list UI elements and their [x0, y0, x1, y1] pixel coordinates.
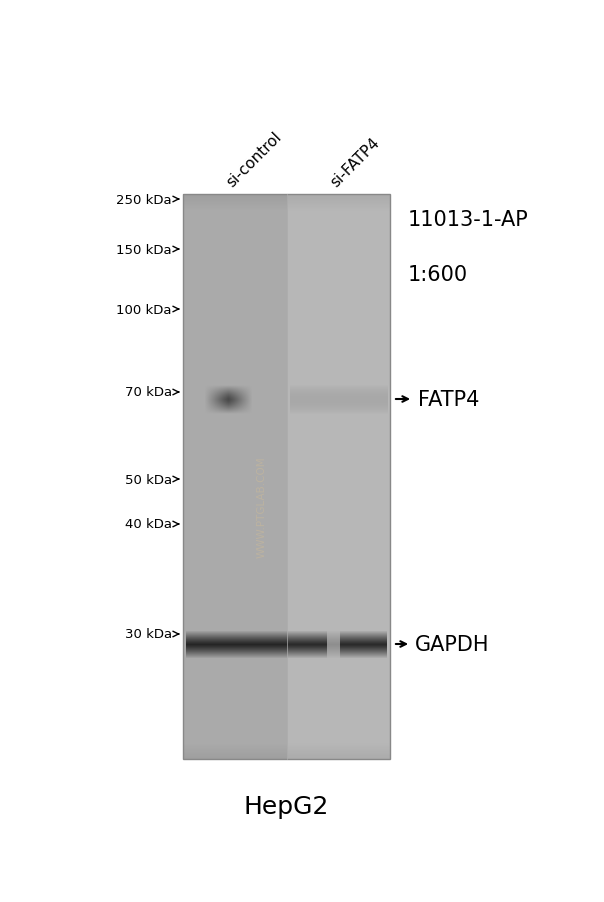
- Text: WWW.PTGLAB.COM: WWW.PTGLAB.COM: [257, 456, 266, 557]
- Text: 150 kDa: 150 kDa: [117, 244, 172, 256]
- Text: 50 kDa: 50 kDa: [125, 473, 172, 486]
- Text: FATP4: FATP4: [418, 390, 480, 410]
- Text: 1:600: 1:600: [408, 264, 468, 285]
- Text: 100 kDa: 100 kDa: [117, 303, 172, 316]
- Text: 11013-1-AP: 11013-1-AP: [408, 210, 528, 230]
- Text: si-FATP4: si-FATP4: [327, 135, 382, 189]
- Text: HepG2: HepG2: [244, 794, 329, 818]
- Text: 30 kDa: 30 kDa: [125, 628, 172, 640]
- Bar: [183, 195, 390, 759]
- Text: 40 kDa: 40 kDa: [125, 518, 172, 531]
- Text: GAPDH: GAPDH: [415, 634, 489, 654]
- Text: 250 kDa: 250 kDa: [117, 193, 172, 207]
- Text: si-control: si-control: [224, 129, 285, 189]
- Text: 70 kDa: 70 kDa: [125, 386, 172, 399]
